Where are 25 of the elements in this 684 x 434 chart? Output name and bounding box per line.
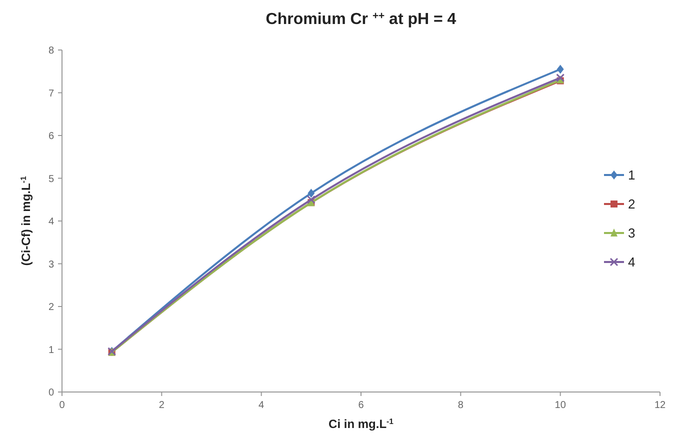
- legend-label: 2: [628, 196, 636, 212]
- y-tick-label: 6: [48, 131, 54, 142]
- y-tick-label: 4: [48, 216, 54, 228]
- x-tick-label: 12: [654, 400, 666, 411]
- y-tick-label: 5: [48, 174, 54, 185]
- point: [556, 64, 564, 74]
- y-tick-label: 7: [48, 88, 54, 100]
- y-tick-label: 8: [48, 46, 54, 56]
- x-tick-label: 8: [458, 400, 464, 411]
- x-tick-label: 0: [59, 400, 66, 411]
- point: [306, 195, 316, 204]
- x-tick-label: 2: [158, 400, 165, 411]
- x-axis-title: Ci in mg.L$^{-1}$: [328, 416, 394, 431]
- x-tick-label: 6: [358, 400, 364, 411]
- chart-title: Chromium Cr $^{++}$ at pH = 4: [266, 10, 456, 28]
- y-tick-label: 1: [48, 344, 54, 356]
- y-tick-label: 0: [48, 388, 54, 398]
- legend-label: 4: [628, 254, 636, 270]
- point: [308, 188, 315, 198]
- y-tick-label: 2: [48, 302, 54, 313]
- x-tick-label: 10: [554, 400, 566, 411]
- legend-label: 3: [628, 226, 636, 241]
- y-tick-label: 3: [48, 259, 54, 270]
- x-tick-label: 4: [258, 400, 265, 411]
- legend-label: 1: [628, 168, 636, 183]
